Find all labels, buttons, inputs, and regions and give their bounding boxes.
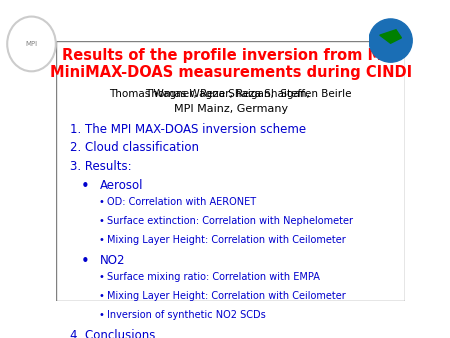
Text: 3. Results:: 3. Results: bbox=[70, 160, 132, 173]
Text: Aerosol: Aerosol bbox=[100, 179, 144, 192]
Text: 4. Conclusions: 4. Conclusions bbox=[70, 329, 156, 338]
Text: Surface mixing ratio: Correlation with EMPA: Surface mixing ratio: Correlation with E… bbox=[107, 272, 320, 283]
Text: Thomas Wagner, Reza Shaigan,  Steffen Beirle: Thomas Wagner, Reza Shaigan, Steffen Bei… bbox=[109, 89, 352, 99]
Text: •: • bbox=[81, 179, 90, 194]
Text: •: • bbox=[98, 216, 104, 226]
Text: •: • bbox=[98, 310, 104, 320]
Text: MPI: MPI bbox=[26, 41, 37, 47]
Text: Thomas Wagner, Reza Shaigan,  Steffen Beirle: Thomas Wagner, Reza Shaigan, Steffen Bei… bbox=[0, 337, 1, 338]
Text: •: • bbox=[98, 235, 104, 245]
Text: •: • bbox=[98, 272, 104, 283]
Text: •: • bbox=[98, 291, 104, 301]
Circle shape bbox=[369, 19, 412, 62]
Text: •: • bbox=[98, 197, 104, 208]
Text: Inversion of synthetic NO2 SCDs: Inversion of synthetic NO2 SCDs bbox=[107, 310, 266, 320]
Text: •: • bbox=[81, 254, 90, 269]
Text: Mixing Layer Height: Correlation with Ceilometer: Mixing Layer Height: Correlation with Ce… bbox=[107, 291, 346, 301]
Text: MiniMAX-DOAS measurements during CINDI: MiniMAX-DOAS measurements during CINDI bbox=[50, 65, 412, 80]
Text: NO2: NO2 bbox=[100, 254, 126, 267]
Text: MPI Mainz, Germany: MPI Mainz, Germany bbox=[174, 104, 288, 114]
Polygon shape bbox=[380, 30, 401, 43]
Text: 2. Cloud classification: 2. Cloud classification bbox=[70, 141, 199, 154]
Text: Surface extinction: Correlation with Nephelometer: Surface extinction: Correlation with Nep… bbox=[107, 216, 353, 226]
Text: Results of the profile inversion from MPI: Results of the profile inversion from MP… bbox=[63, 48, 399, 63]
Text: OD: Correlation with AERONET: OD: Correlation with AERONET bbox=[107, 197, 256, 208]
Text: 1. The MPI MAX-DOAS inversion scheme: 1. The MPI MAX-DOAS inversion scheme bbox=[70, 123, 306, 136]
Text: Mixing Layer Height: Correlation with Ceilometer: Mixing Layer Height: Correlation with Ce… bbox=[107, 235, 346, 245]
Text: Thomas Wagner, Reza Shaigan,: Thomas Wagner, Reza Shaigan, bbox=[145, 89, 316, 99]
